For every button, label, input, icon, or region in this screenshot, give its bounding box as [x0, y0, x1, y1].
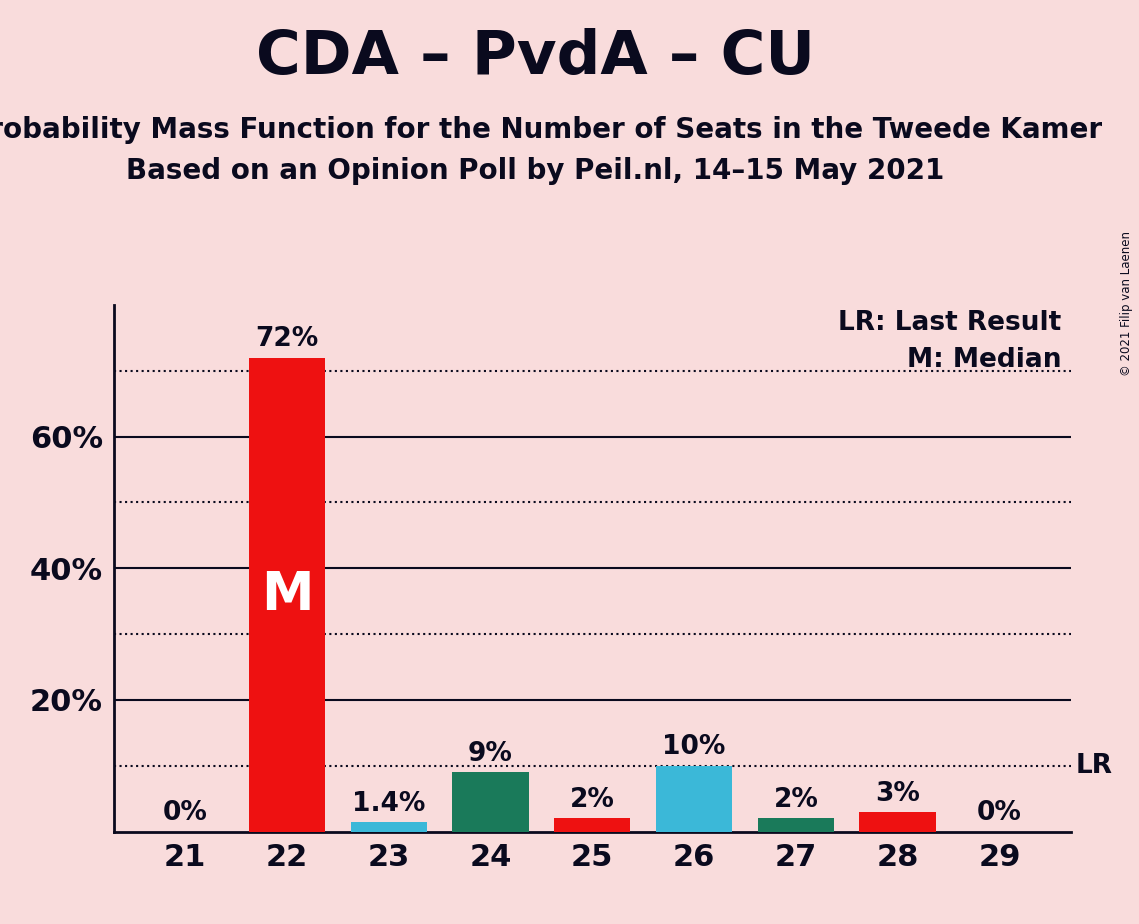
Text: LR: LR [1075, 753, 1113, 779]
Text: 9%: 9% [468, 741, 513, 767]
Text: 1.4%: 1.4% [352, 791, 425, 817]
Text: 2%: 2% [773, 787, 818, 813]
Bar [757, 819, 834, 832]
Text: M: Median: M: Median [907, 347, 1062, 373]
Text: 2%: 2% [570, 787, 615, 813]
Text: 0%: 0% [977, 800, 1022, 826]
Text: 0%: 0% [163, 800, 207, 826]
Bar [860, 812, 936, 832]
Text: 72%: 72% [255, 326, 319, 352]
Bar [656, 766, 732, 832]
Bar [351, 822, 427, 832]
Text: LR: Last Result: LR: Last Result [838, 310, 1062, 336]
Text: 3%: 3% [875, 781, 920, 807]
Text: 10%: 10% [663, 735, 726, 760]
Text: M: M [261, 568, 313, 621]
Text: Probability Mass Function for the Number of Seats in the Tweede Kamer: Probability Mass Function for the Number… [0, 116, 1101, 143]
Text: CDA – PvdA – CU: CDA – PvdA – CU [256, 28, 814, 87]
Bar [554, 819, 631, 832]
Text: © 2021 Filip van Laenen: © 2021 Filip van Laenen [1121, 231, 1133, 376]
Text: Based on an Opinion Poll by Peil.nl, 14–15 May 2021: Based on an Opinion Poll by Peil.nl, 14–… [126, 157, 944, 185]
Bar [452, 772, 528, 832]
Bar [248, 358, 325, 832]
